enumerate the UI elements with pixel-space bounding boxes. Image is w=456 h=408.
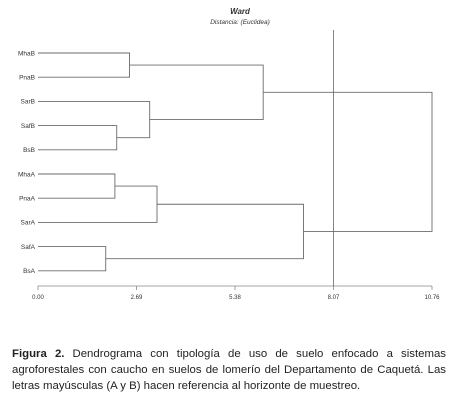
x-axis-ticks: 0.00 2.69 5.38 8.07 10.76 <box>32 286 440 301</box>
leaf-label-BsA: BsA <box>23 268 36 275</box>
merge-link-7 <box>129 64 264 120</box>
leaf-label-SarB: SarB <box>21 99 35 106</box>
leaf-label-MhaB: MhaB <box>18 50 35 57</box>
leaf-labels: MhaB PnaB SarB SafB BsB MhaA PnaA SarA SafA BsA <box>18 50 36 275</box>
merge-link-9 <box>263 91 433 232</box>
merge-link-6 <box>38 185 158 223</box>
merge-link-3 <box>38 173 116 199</box>
x-tick-label: 0.00 <box>32 295 44 301</box>
merge-link-5 <box>38 100 151 139</box>
leaf-label-SarA: SarA <box>21 220 36 227</box>
chart-subtitle: Distancia: (Euclidea) <box>210 19 270 26</box>
merge-link-2 <box>38 246 107 272</box>
leaf-label-SafA: SafA <box>21 244 36 251</box>
leaf-label-PnaA: PnaA <box>19 196 36 203</box>
x-tick-label: 5.38 <box>229 295 241 301</box>
x-tick-label: 8.07 <box>328 295 340 301</box>
merge-link-4 <box>38 52 130 78</box>
leaf-label-BsB: BsB <box>23 147 35 154</box>
caption-label: Figura 2. <box>12 348 65 360</box>
figure-caption: Figura 2. Dendrograma con tipología de us… <box>12 346 446 394</box>
leaf-label-SafB: SafB <box>21 123 35 130</box>
merge-link-1 <box>38 125 118 151</box>
leaf-label-PnaB: PnaB <box>19 75 35 82</box>
merge-link-8 <box>105 203 304 260</box>
dendrogram-links <box>38 52 433 272</box>
leaf-label-MhaA: MhaA <box>18 171 36 178</box>
chart-title: Ward <box>230 7 251 16</box>
caption-text: Dendrograma con tipología de uso de suel… <box>12 348 446 392</box>
x-tick-label: 2.69 <box>131 295 143 301</box>
x-tick-label: 10.76 <box>424 295 440 301</box>
